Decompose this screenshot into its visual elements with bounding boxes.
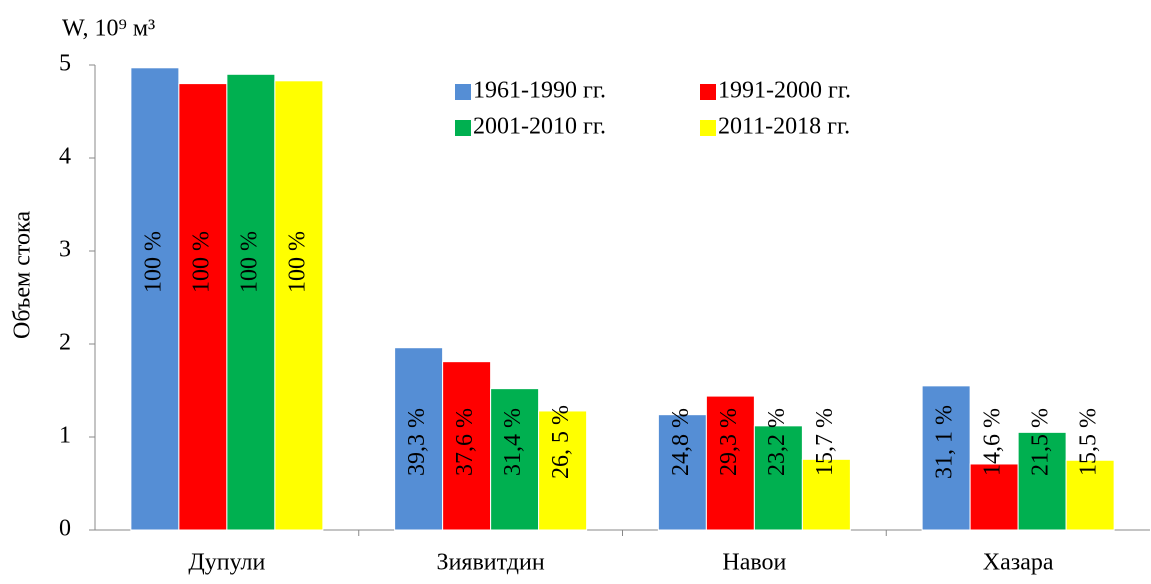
y-tick-label: 4	[59, 144, 71, 170]
y-tick-label: 3	[59, 237, 71, 263]
legend-swatch	[455, 120, 471, 136]
bar	[969, 463, 1019, 531]
bar-annotation: 26, 5 %	[548, 405, 574, 479]
legend-label: 1961-1990 гг.	[473, 78, 606, 104]
bar-annotation: 100 %	[236, 231, 262, 293]
bar-annotation: 37,6 %	[452, 408, 478, 476]
bar	[538, 410, 588, 531]
bar	[801, 458, 851, 531]
bar	[1017, 431, 1067, 531]
bar-annotation: 100 %	[188, 231, 214, 293]
legend-label: 1991-2000 гг.	[718, 78, 851, 104]
x-tick-label: Навои	[722, 550, 786, 576]
y-tick-label: 5	[59, 51, 71, 77]
bar-annotation: 21,5 %	[1028, 408, 1054, 476]
bar	[226, 73, 276, 531]
y-tick-label: 1	[59, 423, 71, 449]
x-tick-label: Хазара	[983, 550, 1054, 576]
bar	[753, 425, 803, 531]
bar	[130, 67, 180, 531]
bar-annotation: 31, 1 %	[932, 405, 958, 479]
bar	[921, 385, 971, 531]
legend-label: 2001-2010 гг.	[473, 114, 606, 140]
bar-annotation: 24,8 %	[668, 408, 694, 476]
x-tick-label: Дупули	[188, 550, 265, 576]
bar	[394, 347, 444, 531]
y-tick-label: 0	[59, 516, 71, 542]
bar-annotation: 31,4 %	[500, 408, 526, 476]
bar	[274, 80, 324, 531]
bar	[657, 414, 707, 531]
bar-annotation: 29,3 %	[716, 408, 742, 476]
y-tick-label: 2	[59, 330, 71, 356]
bar	[705, 395, 755, 531]
bar-annotation: 39,3 %	[404, 408, 430, 476]
legend-label: 2011-2018 гг.	[718, 114, 850, 140]
bar-annotation: 15,7 %	[812, 408, 838, 476]
bar-annotation: 23,2 %	[764, 408, 790, 476]
x-tick-label: Зиявитдин	[437, 550, 545, 576]
legend-swatch	[700, 84, 716, 100]
bar	[1065, 459, 1115, 531]
y-axis-title: Объем стока	[10, 211, 36, 339]
bar	[178, 83, 228, 531]
bar-annotation: 100 %	[284, 231, 310, 293]
bar-annotation: 15,5 %	[1076, 408, 1102, 476]
y-unit-label: W, 10⁹ м³	[62, 16, 155, 42]
bar-annotation: 14,6 %	[980, 408, 1006, 476]
bar-annotation: 100 %	[140, 231, 166, 293]
legend-swatch	[455, 84, 471, 100]
legend-swatch	[700, 120, 716, 136]
bar	[442, 361, 492, 531]
